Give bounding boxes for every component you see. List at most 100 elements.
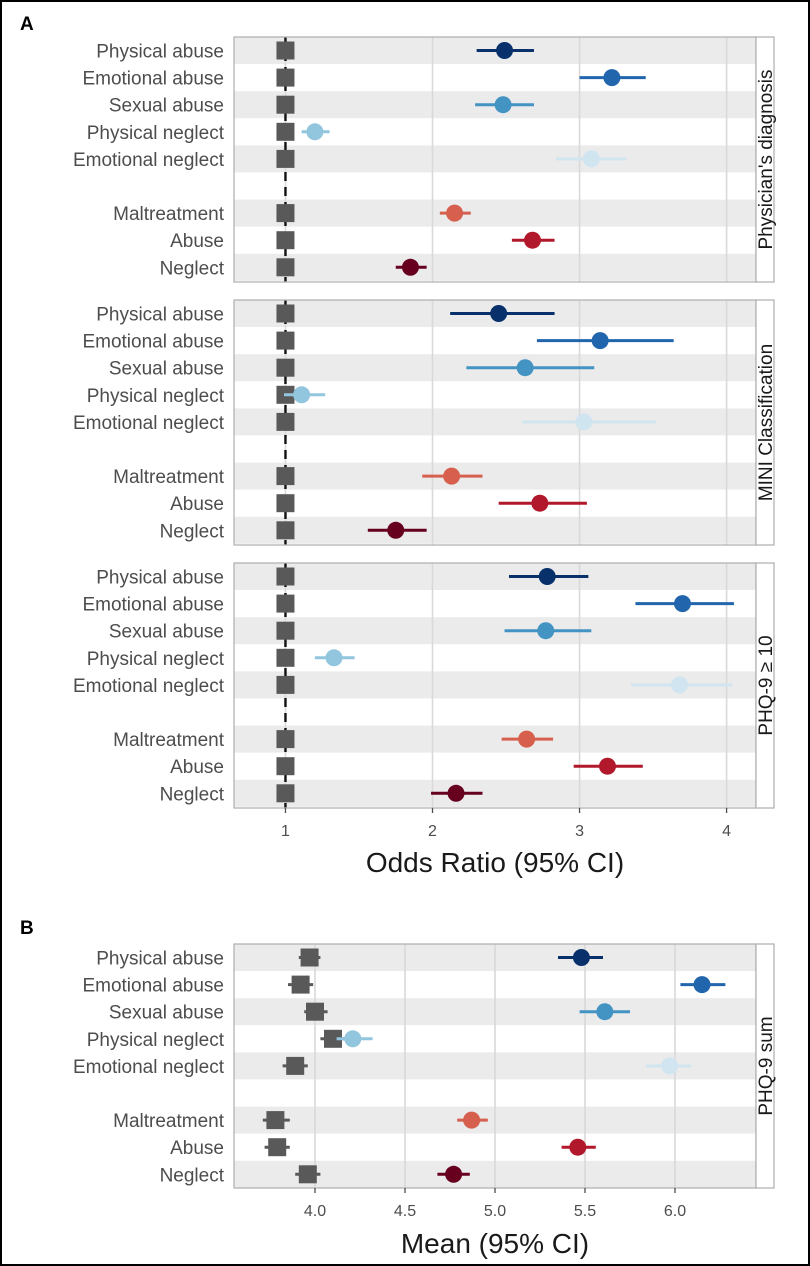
- plot-area: Physician's diagnosis Physical abuse Emoti…: [73, 36, 777, 1259]
- facet-panel: PHQ-9 ≥ 10 Physical abuse Emotional abuse S…: [73, 562, 777, 809]
- reference-square-marker: [276, 41, 295, 60]
- estimate-point: [516, 359, 534, 377]
- estimate-point: [446, 204, 464, 222]
- panel-a-tag: A: [20, 14, 34, 35]
- category-label: Physical neglect: [87, 123, 225, 144]
- row-stripe: [234, 563, 756, 590]
- category-label: Sexual abuse: [109, 96, 224, 117]
- row-stripe: [234, 779, 756, 807]
- reference-square-marker: [276, 95, 295, 114]
- category-label: Physical abuse: [96, 305, 224, 326]
- estimate-point: [591, 332, 609, 350]
- reference-square-marker: [276, 412, 295, 431]
- category-label: Neglect: [160, 784, 225, 805]
- estimate-point: [531, 494, 549, 512]
- estimate-point: [693, 976, 711, 994]
- reference-mean-square: [306, 1002, 324, 1021]
- category-label: Emotional neglect: [73, 676, 225, 697]
- estimate-point: [537, 622, 555, 640]
- estimate-point: [582, 150, 600, 168]
- category-label: Emotional abuse: [82, 976, 224, 997]
- estimate-point: [671, 676, 689, 694]
- reference-square-marker: [276, 757, 295, 776]
- category-label: Emotional abuse: [82, 595, 224, 616]
- estimate-point: [596, 1003, 614, 1021]
- estimate-point: [494, 96, 512, 114]
- category-label: Maltreatment: [113, 467, 225, 488]
- estimate-point: [523, 231, 541, 249]
- row-stripe: [234, 408, 756, 436]
- reference-square-marker: [276, 304, 295, 323]
- estimate-point: [447, 784, 465, 802]
- estimate-point: [538, 568, 556, 585]
- reference-square-marker: [276, 784, 295, 803]
- reference-square-marker: [276, 358, 295, 377]
- reference-square-marker: [276, 730, 295, 749]
- row-stripe: [234, 516, 756, 544]
- facet-strip: [755, 943, 775, 1189]
- reference-square-marker: [276, 204, 295, 223]
- x-tick-label: 4.5: [394, 1203, 416, 1220]
- facet-panel: PHQ-9 sum Physical abuse Emotional abuse Se…: [73, 943, 777, 1189]
- estimate-point: [572, 949, 590, 966]
- category-label: Emotional neglect: [73, 1057, 225, 1078]
- category-label: Maltreatment: [113, 730, 225, 751]
- reference-square-marker: [276, 675, 295, 694]
- x-axis-title: Mean (95% CI): [401, 1228, 589, 1259]
- reference-square-marker: [276, 621, 295, 640]
- category-label: Physical abuse: [96, 568, 224, 589]
- reference-square-marker: [276, 467, 295, 486]
- reference-square-marker: [276, 122, 295, 141]
- category-label: Physical neglect: [87, 649, 225, 670]
- reference-square-marker: [276, 567, 295, 586]
- category-label: Abuse: [170, 494, 224, 515]
- reference-mean-square: [266, 1111, 285, 1130]
- row-stripe: [234, 253, 756, 281]
- category-label: Physical neglect: [87, 386, 225, 407]
- x-tick-label: 3: [575, 823, 584, 840]
- facet-panel: Physician's diagnosis Physical abuse Emoti…: [73, 36, 777, 283]
- estimate-point: [463, 1111, 481, 1129]
- category-label: Maltreatment: [113, 204, 225, 225]
- x-tick-label: 4: [722, 823, 731, 840]
- reference-square-marker: [276, 231, 295, 250]
- category-label: Emotional neglect: [73, 413, 225, 434]
- row-stripe: [234, 725, 756, 753]
- estimate-point: [445, 1165, 463, 1183]
- facet-strip: [755, 36, 775, 283]
- category-label: Abuse: [170, 231, 224, 252]
- reference-mean-square: [298, 1165, 317, 1184]
- category-label: Physical abuse: [96, 42, 224, 63]
- reference-mean-square: [286, 1056, 305, 1075]
- reference-square-marker: [276, 331, 295, 350]
- reference-square-marker: [276, 521, 295, 540]
- category-label: Emotional neglect: [73, 150, 225, 171]
- facet-strip: [755, 562, 775, 809]
- category-label: Emotional abuse: [82, 332, 224, 353]
- estimate-point: [293, 386, 311, 404]
- category-label: Physical abuse: [96, 949, 224, 970]
- row-stripe: [234, 617, 756, 645]
- reference-square-marker: [276, 494, 295, 513]
- row-stripe: [234, 199, 756, 227]
- category-label: Neglect: [160, 1165, 225, 1186]
- estimate-point: [325, 649, 343, 667]
- category-label: Neglect: [160, 258, 225, 279]
- facet-strip-label: PHQ-9 sum: [756, 1016, 777, 1115]
- estimate-point: [661, 1057, 679, 1075]
- category-label: Emotional abuse: [82, 69, 224, 90]
- facet-strip: [755, 299, 775, 546]
- estimate-point: [344, 1030, 362, 1048]
- category-label: Sexual abuse: [109, 359, 224, 380]
- estimate-point: [575, 413, 593, 431]
- reference-mean-square: [324, 1029, 342, 1048]
- estimate-point: [306, 123, 324, 141]
- facet-strip-label: MINI Classification: [756, 344, 777, 501]
- reference-mean-square: [268, 1138, 287, 1157]
- category-label: Maltreatment: [113, 1111, 225, 1132]
- x-tick-label: 6.0: [664, 1203, 686, 1220]
- x-tick-label: 5.5: [574, 1203, 596, 1220]
- category-label: Sexual abuse: [109, 622, 224, 643]
